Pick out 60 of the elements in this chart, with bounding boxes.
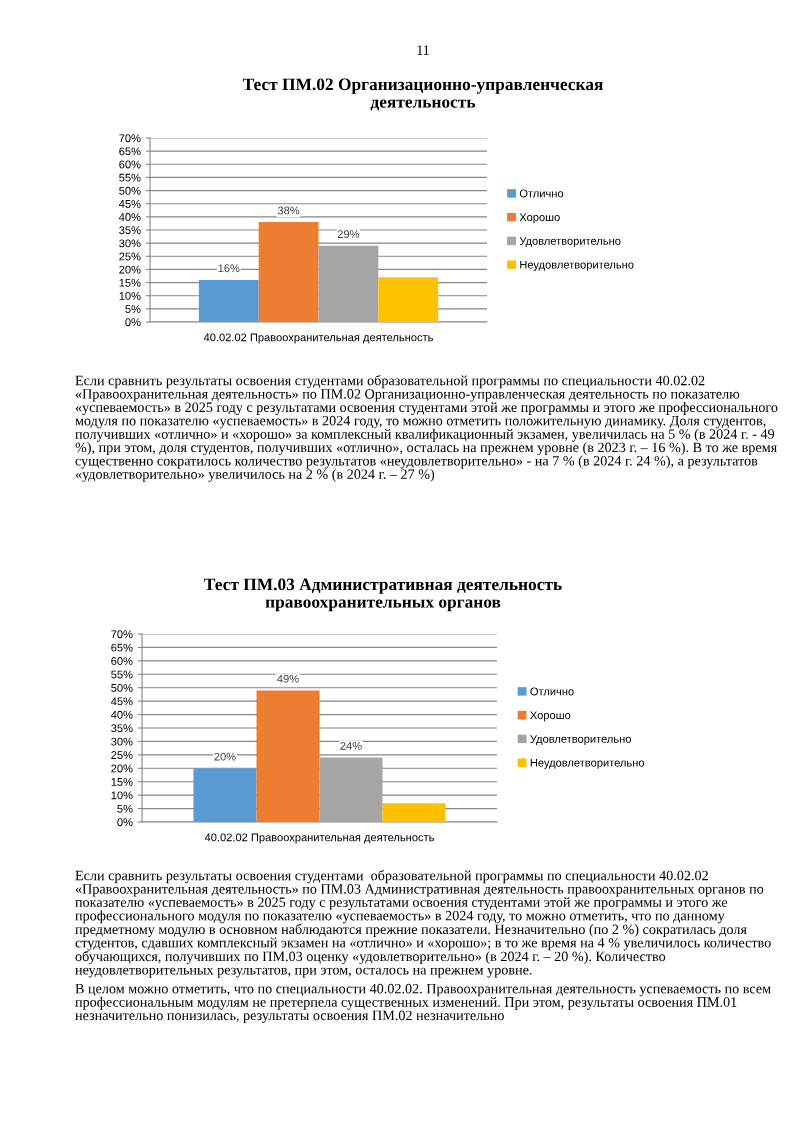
y-tick-label: 40% <box>110 710 133 719</box>
y-tick-label: 70% <box>111 630 133 639</box>
x-tick-label: 40.02.02 Правоохранительная деятельность <box>204 833 434 844</box>
y-tick-label: 10% <box>111 791 133 800</box>
chart-title: Тест ПМ.02 Организационно-управленческая деятельность <box>242 78 603 111</box>
y-tick-label: 25% <box>111 751 133 759</box>
y-tick-label: 65% <box>111 643 133 652</box>
y-tick-label: 5% <box>117 804 133 813</box>
legend-label: Хорошо <box>530 711 571 722</box>
text: Если сравнить результаты освоения студентами образовательной программы по специальности 40.02.02 «Правоохранительная деятельность» по ПМ.03 Административная деятельность правоохранительных органов по показателю «успеваемость» в 2025 году с результатами освоения студентами этой же программы и этого же профессионального модуля по показателю «успеваемость» в 2024 году, то можно отметить, что по данному предметному модулю в основном наблюдаются прежние показатели. Незначительно (по 2 %) сократилась доля студентов, сдавших комплексный экзамен на «отлично» и «хорошо»; в то же время на 4 % увеличилось количество обучающихся, получивших по ПМ.03 оценку «удовлетворительно» (в 2024 г. – 20 %). Количество неудовлетворительных результатов, при этом, осталось на прежнем уровне. <box>75 870 771 978</box>
y-tick-label: 65% <box>119 147 141 156</box>
data-label: 16% <box>218 264 240 273</box>
y-tick-label: 0% <box>117 818 133 827</box>
bar <box>319 757 383 822</box>
legend-label: Удовлетворительно <box>519 237 621 248</box>
y-tick-label: 50% <box>111 683 133 692</box>
bar <box>378 277 439 322</box>
data-label: 20% <box>214 752 236 761</box>
data-label: 49% <box>277 674 299 683</box>
y-tick-label: 50% <box>119 186 141 195</box>
y-tick-label: 60% <box>111 657 133 665</box>
legend-label: Удовлетворительно <box>530 735 631 746</box>
y-tick-label: 15% <box>119 278 141 287</box>
data-label: 29% <box>337 230 360 239</box>
y-tick-label: 30% <box>111 737 133 746</box>
y-tick-label: 20% <box>111 764 133 773</box>
y-tick-label: 5% <box>125 305 141 313</box>
bar <box>258 222 319 322</box>
legend-label: Отлично <box>519 189 564 198</box>
text: 11 <box>417 45 429 55</box>
legend-label: Хорошо <box>519 213 560 224</box>
y-tick-label: 30% <box>119 239 141 248</box>
y-tick-label: 40% <box>118 213 141 221</box>
y-tick-label: 0% <box>125 318 141 327</box>
text: В целом можно отметить, что по специальности 40.02.02. Правоохранительная деятельность успеваемость по всем профессиональным модулям не претерпела существенных изменений. При этом, результаты освоения ПМ.01 незначительно понизилась, результаты освоения ПМ.02 незначительно <box>75 983 771 1024</box>
legend-label: Неудовлетворительно <box>530 758 645 769</box>
bar <box>256 690 320 822</box>
bar <box>382 803 446 822</box>
y-tick-label: 70% <box>119 134 141 143</box>
bar <box>193 768 257 822</box>
y-tick-label: 45% <box>118 200 141 208</box>
x-tick-label: 40.02.02 Правоохранительная деятельность <box>203 333 433 344</box>
data-label: 24% <box>340 741 362 750</box>
y-tick-label: 35% <box>119 226 141 235</box>
y-tick-label: 55% <box>119 173 141 182</box>
y-tick-label: 35% <box>111 724 133 733</box>
y-tick-label: 20% <box>119 265 141 274</box>
bar <box>318 245 379 322</box>
legend-label: Неудовлетворительно <box>520 260 634 271</box>
y-tick-label: 15% <box>111 778 133 786</box>
y-tick-label: 60% <box>119 160 141 169</box>
y-tick-label: 10% <box>119 291 141 300</box>
data-label: 38% <box>277 206 300 215</box>
bar <box>198 279 259 322</box>
text: Если сравнить результаты освоения студентами образовательной программы по специальности 40.02.02 «Правоохранительная деятельность» по ПМ.02 Организационно-управленческая деятельность по показателю «успеваемость» в 2025 году с результатами освоения студентами этой же программы и этого же профессионального модуля по показателю «успеваемость» в 2024 году, то можно отметить положительную динамику. Доля студентов, получивших «отлично» и «хорошо» за комплексный квалификационный экзамен, увеличилась на 5 % (в 2024 г. - 49 %), при этом, доля студентов, получивших «отлично», осталась на прежнем уровне (в 2023 г. – 16 %). В то же время существенно сократилось количество результатов «неудовлетворительно» - на 7 % (в 2024 г. 24 %), а результатов «удовлетворительно» увеличилось на 2 % (в 2024 г. – 27 %) <box>75 375 778 482</box>
legend-label: Отлично <box>530 687 574 696</box>
y-tick-label: 25% <box>119 252 141 261</box>
y-tick-label: 55% <box>111 670 133 679</box>
y-tick-label: 45% <box>110 697 133 706</box>
chart-title: Тест ПМ.03 Административная деятельность правоохранительных органов <box>204 578 562 612</box>
